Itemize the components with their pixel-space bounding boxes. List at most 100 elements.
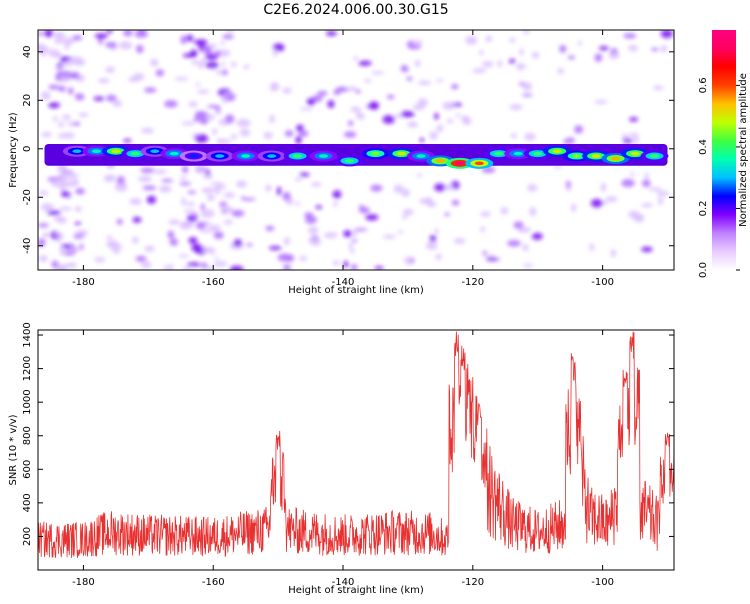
noise-speck (205, 61, 219, 69)
noise-speck (167, 230, 175, 239)
noise-speck (629, 117, 639, 122)
noise-speck (194, 164, 208, 174)
noise-speck (351, 85, 356, 91)
noise-speck (350, 239, 358, 243)
noise-speck (610, 249, 617, 258)
noise-speck (523, 30, 530, 35)
noise-speck (627, 44, 639, 52)
noise-speck (408, 44, 421, 50)
noise-speck (358, 206, 370, 214)
snr-panel: -180 -160 -140 -120 -100 200 400 600 800 1000 120… (8, 322, 675, 596)
noise-speck (531, 232, 543, 240)
noise-speck (144, 245, 155, 252)
snr-series (38, 331, 674, 559)
noise-speck (109, 244, 123, 250)
noise-speck (371, 71, 385, 75)
noise-speck (210, 182, 224, 186)
noise-speck (270, 84, 277, 92)
noise-speck (58, 121, 64, 128)
noise-speck (282, 87, 292, 94)
noise-speck (566, 180, 571, 188)
noise-speck (308, 237, 317, 245)
noise-speck (201, 187, 215, 194)
noise-speck (497, 60, 503, 68)
spectrogram-x-ticks: -180 -160 -140 -120 -100 (72, 30, 614, 288)
noise-speck (93, 96, 105, 101)
noise-speck (56, 71, 69, 77)
snr-line (38, 331, 674, 559)
noise-speck (406, 76, 413, 81)
noise-speck (382, 115, 395, 124)
noise-speck (325, 30, 337, 37)
noise-speck (522, 243, 529, 252)
noise-speck (200, 209, 215, 218)
snr-x-label: Height of straight line (km) (288, 585, 424, 596)
x-tick-label: -140 (332, 577, 355, 588)
spectrogram-noise (38, 30, 673, 270)
y-tick-label: 400 (22, 493, 33, 512)
colorbar-ticks: 0.0 0.2 0.4 0.6 (698, 77, 740, 278)
noise-speck (94, 33, 108, 39)
noise-speck (514, 64, 528, 69)
y-tick-label: 800 (22, 426, 33, 445)
noise-speck (198, 61, 204, 70)
noise-speck (112, 249, 121, 254)
noise-speck (434, 112, 439, 120)
noise-speck (436, 124, 444, 133)
noise-speck (168, 263, 174, 270)
noise-speck (191, 243, 202, 253)
noise-speck (444, 212, 450, 217)
colorbar-tick-label: 0.6 (698, 77, 709, 93)
noise-speck (158, 185, 172, 193)
noise-speck (57, 264, 69, 270)
noise-speck (223, 192, 235, 198)
noise-speck (116, 218, 123, 225)
noise-speck (73, 121, 81, 126)
noise-speck (217, 139, 232, 144)
noise-speck (62, 132, 75, 139)
noise-speck (219, 41, 226, 45)
noise-speck (446, 119, 454, 124)
noise-speck (557, 67, 564, 75)
noise-speck (594, 99, 608, 104)
noise-speck (213, 186, 221, 192)
noise-speck (67, 121, 77, 127)
noise-speck (195, 221, 206, 230)
noise-speck (55, 33, 63, 37)
noise-speck (79, 243, 84, 251)
noise-speck (347, 120, 354, 127)
noise-speck (201, 266, 215, 270)
noise-speck (62, 180, 76, 188)
noise-speck (656, 191, 670, 197)
spectrogram-panel: -180 -160 -140 -120 -100 -40 -20 0 20 40 Height … (8, 29, 675, 296)
noise-speck (472, 68, 487, 74)
y-tick-label: 1200 (22, 356, 33, 381)
noise-speck (207, 104, 220, 109)
noise-speck (221, 62, 226, 67)
y-tick-label: -40 (22, 238, 33, 254)
noise-speck (75, 205, 82, 213)
noise-speck (308, 226, 319, 235)
noise-speck (295, 135, 302, 145)
noise-speck (53, 232, 63, 237)
noise-speck (106, 30, 113, 34)
noise-speck (153, 169, 168, 175)
figure-title: C2E6.2024.006.00.30.G15 (263, 2, 448, 18)
noise-speck (633, 136, 639, 144)
noise-speck (310, 182, 322, 187)
band-blob (611, 156, 621, 161)
noise-speck (641, 203, 654, 208)
noise-speck (365, 214, 379, 221)
noise-speck (404, 256, 415, 265)
noise-speck (453, 238, 466, 245)
noise-speck (142, 185, 157, 191)
noise-speck (224, 114, 235, 124)
noise-speck (58, 85, 66, 92)
x-tick-label: -180 (72, 577, 95, 588)
noise-speck (66, 262, 77, 269)
noise-speck (186, 34, 194, 42)
noise-speck (332, 190, 342, 199)
noise-speck (55, 51, 62, 59)
noise-speck (70, 56, 82, 66)
